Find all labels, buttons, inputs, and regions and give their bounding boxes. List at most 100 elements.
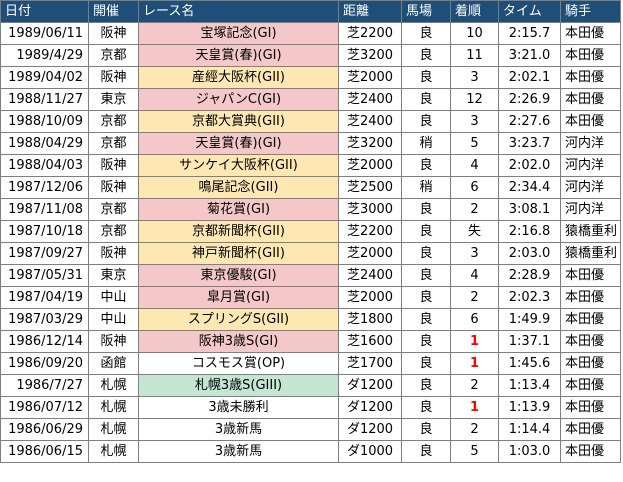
cell-jockey: 本田優 bbox=[560, 352, 621, 375]
cell-race: 産經大阪杯(GII) bbox=[138, 66, 339, 89]
cell-venue: 京都 bbox=[88, 198, 139, 221]
cell-race: 宝塚記念(GI) bbox=[138, 22, 339, 45]
cell-time: 1:13.4 bbox=[498, 374, 561, 397]
cell-jockey: 本田優 bbox=[560, 66, 621, 89]
cell-distance: 芝2500 bbox=[338, 176, 402, 199]
cell-position: 11 bbox=[450, 44, 499, 67]
cell-distance: ダ1200 bbox=[338, 374, 402, 397]
cell-date: 1988/11/27 bbox=[0, 88, 89, 111]
cell-jockey: 本田優 bbox=[560, 418, 621, 441]
header-date: 日付 bbox=[0, 0, 89, 23]
cell-jockey: 本田優 bbox=[560, 22, 621, 45]
cell-position: 2 bbox=[450, 374, 499, 397]
cell-position: 1 bbox=[450, 330, 499, 353]
cell-distance: 芝3000 bbox=[338, 198, 402, 221]
cell-distance: 芝3200 bbox=[338, 132, 402, 155]
header-distance: 距離 bbox=[338, 0, 402, 23]
cell-position: 3 bbox=[450, 110, 499, 133]
cell-time: 1:37.1 bbox=[498, 330, 561, 353]
cell-position: 12 bbox=[450, 88, 499, 111]
cell-distance: 芝2400 bbox=[338, 264, 402, 287]
cell-race: 京都新聞杯(GII) bbox=[138, 220, 339, 243]
cell-time: 1:14.4 bbox=[498, 418, 561, 441]
cell-distance: 芝2400 bbox=[338, 110, 402, 133]
cell-date: 1988/04/29 bbox=[0, 132, 89, 155]
cell-jockey: 猿橋重利 bbox=[560, 220, 621, 243]
cell-time: 1:03.0 bbox=[498, 440, 561, 463]
cell-jockey: 本田優 bbox=[560, 308, 621, 331]
cell-distance: ダ1200 bbox=[338, 396, 402, 419]
header-jockey: 騎手 bbox=[560, 0, 621, 23]
cell-track: 稍 bbox=[401, 176, 451, 199]
cell-race: サンケイ大阪杯(GII) bbox=[138, 154, 339, 177]
cell-position: 5 bbox=[450, 440, 499, 463]
cell-venue: 中山 bbox=[88, 286, 139, 309]
table-row: 1986/7/27 札幌 札幌3歳S(GIII) ダ1200 良 2 1:13.… bbox=[0, 374, 621, 397]
cell-race: 東京優駿(GI) bbox=[138, 264, 339, 287]
table-row: 1986/06/29 札幌 3歳新馬 ダ1200 良 2 1:14.4 本田優 bbox=[0, 418, 621, 441]
header-track: 馬場 bbox=[401, 0, 451, 23]
header-time: タイム bbox=[498, 0, 561, 23]
table-row: 1987/05/31 東京 東京優駿(GI) 芝2400 良 4 2:28.9 … bbox=[0, 264, 621, 287]
cell-track: 良 bbox=[401, 352, 451, 375]
cell-venue: 函館 bbox=[88, 352, 139, 375]
cell-race: 3歳新馬 bbox=[138, 440, 339, 463]
cell-position: 4 bbox=[450, 264, 499, 287]
cell-track: 良 bbox=[401, 286, 451, 309]
cell-jockey: 河内洋 bbox=[560, 154, 621, 177]
table-row: 1986/07/12 札幌 3歳未勝利 ダ1200 良 1 1:13.9 本田優 bbox=[0, 396, 621, 419]
cell-race: 3歳未勝利 bbox=[138, 396, 339, 419]
cell-jockey: 本田優 bbox=[560, 286, 621, 309]
cell-jockey: 本田優 bbox=[560, 374, 621, 397]
cell-date: 1986/7/27 bbox=[0, 374, 89, 397]
cell-track: 良 bbox=[401, 396, 451, 419]
table-row: 1988/04/29 京都 天皇賞(春)(GI) 芝3200 稍 5 3:23.… bbox=[0, 132, 621, 155]
table-row: 1988/04/03 阪神 サンケイ大阪杯(GII) 芝2000 良 4 2:0… bbox=[0, 154, 621, 177]
cell-race: 菊花賞(GI) bbox=[138, 198, 339, 221]
cell-venue: 東京 bbox=[88, 264, 139, 287]
cell-distance: 芝3200 bbox=[338, 44, 402, 67]
cell-venue: 札幌 bbox=[88, 440, 139, 463]
cell-position: 6 bbox=[450, 176, 499, 199]
cell-distance: 芝2000 bbox=[338, 154, 402, 177]
cell-track: 良 bbox=[401, 440, 451, 463]
cell-distance: ダ1200 bbox=[338, 418, 402, 441]
cell-time: 1:45.6 bbox=[498, 352, 561, 375]
cell-jockey: 河内洋 bbox=[560, 198, 621, 221]
table-body: 1989/06/11 阪神 宝塚記念(GI) 芝2200 良 10 2:15.7… bbox=[0, 22, 621, 463]
cell-jockey: 本田優 bbox=[560, 396, 621, 419]
cell-venue: 京都 bbox=[88, 44, 139, 67]
cell-time: 1:49.9 bbox=[498, 308, 561, 331]
table-row: 1988/10/09 京都 京都大賞典(GII) 芝2400 良 3 2:27.… bbox=[0, 110, 621, 133]
cell-venue: 札幌 bbox=[88, 396, 139, 419]
cell-distance: 芝1700 bbox=[338, 352, 402, 375]
cell-distance: 芝2000 bbox=[338, 66, 402, 89]
table-row: 1986/09/20 函館 コスモス賞(OP) 芝1700 良 1 1:45.6… bbox=[0, 352, 621, 375]
table-row: 1987/11/08 京都 菊花賞(GI) 芝3000 良 2 3:08.1 河… bbox=[0, 198, 621, 221]
cell-position: 10 bbox=[450, 22, 499, 45]
cell-position: 2 bbox=[450, 418, 499, 441]
cell-distance: 芝2200 bbox=[338, 22, 402, 45]
cell-position: 2 bbox=[450, 198, 499, 221]
cell-race: スプリングS(GII) bbox=[138, 308, 339, 331]
cell-position: 3 bbox=[450, 66, 499, 89]
table-row: 1988/11/27 東京 ジャパンC(GI) 芝2400 良 12 2:26.… bbox=[0, 88, 621, 111]
cell-date: 1987/11/08 bbox=[0, 198, 89, 221]
cell-time: 2:15.7 bbox=[498, 22, 561, 45]
race-results-table: 日付 開催 レース名 距離 馬場 着順 タイム 騎手 1989/06/11 阪神… bbox=[0, 0, 621, 463]
cell-time: 2:02.1 bbox=[498, 66, 561, 89]
header-race: レース名 bbox=[138, 0, 339, 23]
cell-track: 良 bbox=[401, 330, 451, 353]
cell-race: 札幌3歳S(GIII) bbox=[138, 374, 339, 397]
cell-position: 2 bbox=[450, 286, 499, 309]
cell-distance: ダ1000 bbox=[338, 440, 402, 463]
cell-distance: 芝2000 bbox=[338, 286, 402, 309]
cell-distance: 芝1800 bbox=[338, 308, 402, 331]
cell-track: 良 bbox=[401, 308, 451, 331]
cell-distance: 芝2400 bbox=[338, 88, 402, 111]
table-row: 1987/03/29 中山 スプリングS(GII) 芝1800 良 6 1:49… bbox=[0, 308, 621, 331]
cell-track: 良 bbox=[401, 66, 451, 89]
cell-jockey: 河内洋 bbox=[560, 132, 621, 155]
cell-date: 1989/06/11 bbox=[0, 22, 89, 45]
table-row: 1987/09/27 阪神 神戸新聞杯(GII) 芝2000 良 3 2:03.… bbox=[0, 242, 621, 265]
